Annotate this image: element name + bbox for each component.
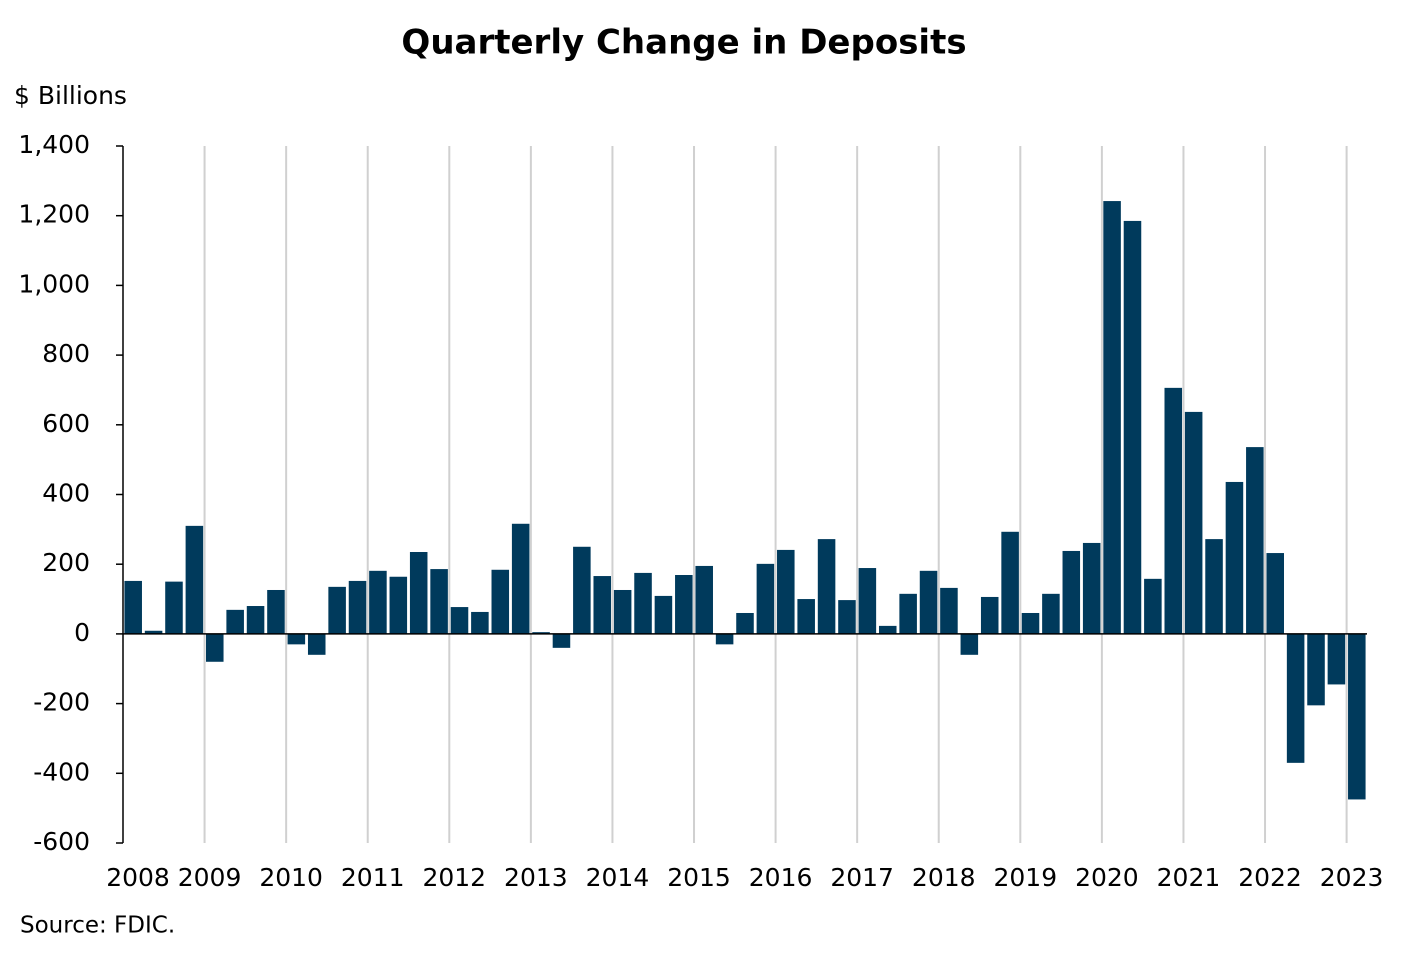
bar <box>1042 593 1060 634</box>
chart-title: Quarterly Change in Deposits <box>401 23 966 63</box>
bar <box>206 633 224 662</box>
bar <box>450 607 469 634</box>
bar <box>1327 633 1346 685</box>
source-note: Source: FDIC. <box>20 913 175 939</box>
y-tick-label: 1,200 <box>18 200 90 229</box>
y-tick-label: 400 <box>42 479 90 508</box>
x-tick-label: 2020 <box>1075 863 1139 892</box>
bar <box>756 563 775 634</box>
x-tick-label: 2017 <box>830 863 894 892</box>
x-tick-label: 2015 <box>667 863 731 892</box>
bar <box>634 572 652 634</box>
bar <box>328 586 346 634</box>
bar <box>960 633 979 655</box>
bar <box>858 568 877 634</box>
y-tick-label: 200 <box>42 548 90 577</box>
x-tick-label: 2018 <box>912 863 976 892</box>
x-tick-label: 2008 <box>106 863 170 892</box>
x-tick-label: 2012 <box>422 863 486 892</box>
bar <box>1266 553 1284 634</box>
bar <box>1205 539 1223 634</box>
x-tick-label: 2016 <box>749 863 813 892</box>
x-tick-label: 2019 <box>993 863 1057 892</box>
bar <box>940 587 958 634</box>
bar <box>1001 531 1019 634</box>
bar <box>593 576 612 634</box>
bar <box>1184 411 1203 634</box>
bar <box>1082 542 1101 634</box>
bar <box>471 611 489 634</box>
y-tick-label: -200 <box>33 688 90 717</box>
y-tick-label: 800 <box>42 339 90 368</box>
bar <box>409 552 428 634</box>
bar <box>1062 550 1081 634</box>
y-tick-label: 600 <box>42 409 90 438</box>
bar <box>777 549 795 634</box>
bar <box>1103 201 1121 634</box>
bar <box>715 633 734 645</box>
bar <box>878 625 897 634</box>
bar <box>511 523 530 634</box>
bar <box>797 599 815 634</box>
bar <box>695 565 713 634</box>
bar <box>899 593 917 634</box>
y-tick-label: 0 <box>74 618 90 647</box>
bar <box>736 612 754 634</box>
bar <box>919 570 938 634</box>
bar <box>307 633 326 655</box>
x-tick-label: 2021 <box>1157 863 1221 892</box>
bar <box>165 581 183 634</box>
bar <box>552 633 571 648</box>
bar <box>226 609 244 634</box>
bar <box>267 589 285 634</box>
x-tick-label: 2013 <box>504 863 568 892</box>
bar <box>838 600 856 634</box>
bar <box>1144 578 1162 634</box>
x-tick-label: 2022 <box>1238 863 1302 892</box>
bar <box>1348 633 1366 800</box>
bar <box>348 580 367 634</box>
y-tick-label: -600 <box>33 827 90 856</box>
bar <box>1307 633 1325 706</box>
bar <box>532 632 550 634</box>
bar <box>817 539 836 634</box>
bar <box>1225 481 1244 634</box>
bar <box>675 575 693 634</box>
bar <box>144 630 163 634</box>
bar <box>430 569 448 634</box>
bar <box>491 569 510 634</box>
bar <box>1123 220 1142 634</box>
x-tick-label: 2014 <box>586 863 650 892</box>
bar <box>1021 612 1040 634</box>
x-tick-label: 2023 <box>1320 863 1384 892</box>
bar <box>369 570 387 634</box>
bar <box>185 525 204 634</box>
y-axis-label: $ Billions <box>14 81 127 110</box>
x-tick-label: 2011 <box>341 863 405 892</box>
bar <box>287 633 306 645</box>
y-tick-label: -400 <box>33 757 90 786</box>
x-tick-label: 2010 <box>259 863 323 892</box>
y-tick-label: 1,000 <box>18 269 90 298</box>
bar <box>573 546 591 634</box>
bar <box>389 576 408 634</box>
bar <box>124 580 142 634</box>
bar <box>613 589 632 634</box>
bar <box>1164 387 1183 634</box>
x-tick-label: 2009 <box>178 863 242 892</box>
bar <box>980 596 999 634</box>
bar <box>1246 447 1264 634</box>
bar <box>1286 633 1305 763</box>
bar <box>654 595 673 634</box>
y-tick-label: 1,400 <box>18 130 90 159</box>
bar <box>246 606 265 634</box>
